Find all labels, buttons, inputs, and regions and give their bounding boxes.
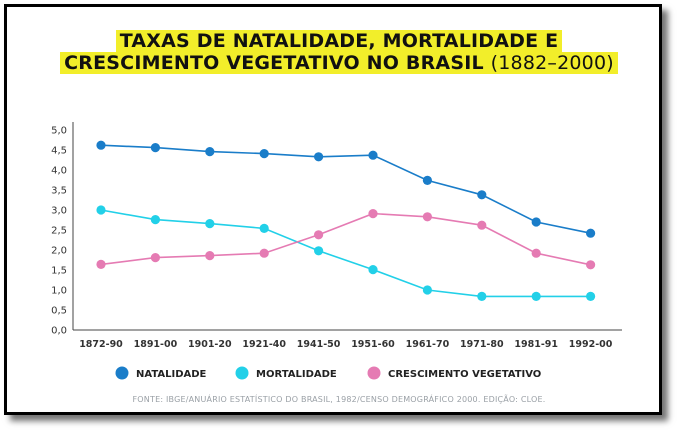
y-axis-labels: 0,0 0,5 1,0 1,5 2,0 2,5 3,0 3,5 4,0 4,5 5,0 <box>51 126 67 337</box>
data-point <box>150 253 160 263</box>
data-point <box>259 248 269 258</box>
data-point <box>150 215 160 225</box>
data-point <box>314 246 324 256</box>
data-point <box>368 150 378 160</box>
series-lines <box>100 144 591 298</box>
data-point <box>150 143 160 153</box>
series-line <box>100 212 591 266</box>
series-line <box>100 144 591 234</box>
data-point <box>314 230 324 240</box>
chart-title: TAXAS DE NATALIDADE, MORTALIDADE E CRESC… <box>0 30 678 74</box>
x-tick-label: 1981-91 <box>514 339 558 350</box>
data-point <box>477 220 487 230</box>
legend-label: CRESCIMENTO VEGETATIVO <box>388 369 541 380</box>
x-tick-label: 1872-90 <box>79 339 123 350</box>
data-point <box>96 259 106 269</box>
data-point <box>205 219 215 229</box>
source-note: FONTE: IBGE/ANUÁRIO ESTATÍSTICO DO BRASI… <box>132 395 546 404</box>
chart-axes <box>72 122 622 331</box>
data-point <box>205 251 215 261</box>
data-point <box>259 149 269 159</box>
y-tick-label: 0,5 <box>51 306 67 317</box>
data-point <box>368 209 378 219</box>
y-tick-label: 3,0 <box>51 206 67 217</box>
title-years: (1882–2000) <box>490 52 614 74</box>
data-point <box>422 285 432 295</box>
series-line <box>100 209 591 298</box>
legend-marker <box>367 366 381 380</box>
data-point <box>314 152 324 162</box>
title-line-2: CRESCIMENTO VEGETATIVO NO BRASIL <box>64 52 484 74</box>
y-tick-label: 1,0 <box>51 286 67 297</box>
y-tick-label: 4,0 <box>51 166 67 177</box>
data-point <box>205 147 215 157</box>
x-tick-label: 1891-00 <box>134 339 178 350</box>
data-point <box>586 291 596 301</box>
data-point <box>422 175 432 185</box>
legend-marker <box>115 366 129 380</box>
data-point <box>531 217 541 227</box>
x-tick-label: 1941-50 <box>297 339 341 350</box>
data-point <box>422 212 432 222</box>
x-tick-label: 1901-20 <box>188 339 232 350</box>
y-tick-label: 5,0 <box>51 126 67 137</box>
y-tick-label: 4,5 <box>51 146 67 157</box>
x-axis-labels: 1872-90 1891-00 1901-20 1921-40 1941-50 1951-… <box>79 339 613 350</box>
y-tick-label: 0,0 <box>51 326 67 337</box>
data-point <box>586 260 596 270</box>
legend-marker <box>235 366 249 380</box>
data-point <box>368 265 378 275</box>
legend-label: NATALIDADE <box>136 369 207 380</box>
data-point <box>96 205 106 215</box>
series-points <box>96 140 596 301</box>
title-line-1: TAXAS DE NATALIDADE, MORTALIDADE E <box>115 30 563 52</box>
y-tick-label: 2,0 <box>51 246 67 257</box>
data-point <box>477 291 487 301</box>
x-tick-label: 1961-70 <box>406 339 450 350</box>
data-point <box>531 291 541 301</box>
chart-legend: NATALIDADE MORTALIDADE CRESCIMENTO VEGETAT… <box>115 366 541 380</box>
x-tick-label: 1992-00 <box>569 339 613 350</box>
y-tick-label: 3,5 <box>51 186 67 197</box>
x-tick-label: 1951-60 <box>351 339 395 350</box>
data-point <box>96 140 106 150</box>
legend-label: MORTALIDADE <box>256 369 337 380</box>
data-point <box>586 228 596 238</box>
x-tick-label: 1921-40 <box>242 339 286 350</box>
data-point <box>259 223 269 233</box>
x-tick-label: 1971-80 <box>460 339 504 350</box>
data-point <box>531 248 541 258</box>
data-point <box>477 190 487 200</box>
y-tick-label: 2,5 <box>51 226 67 237</box>
y-tick-label: 1,5 <box>51 266 67 277</box>
